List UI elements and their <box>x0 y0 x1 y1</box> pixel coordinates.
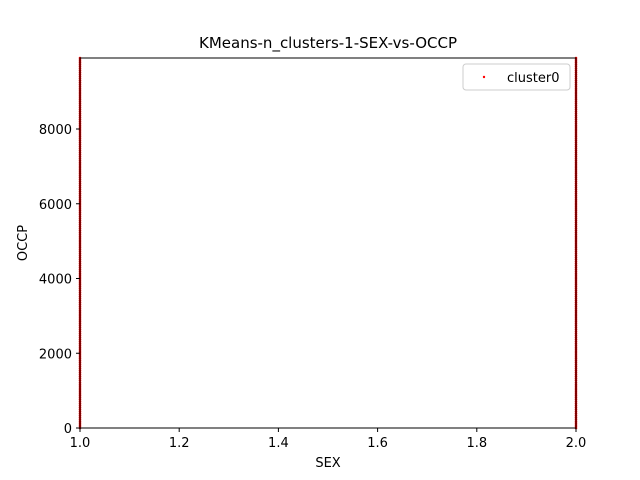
y-tick-label: 6000 <box>39 198 72 213</box>
plot-frame <box>79 57 577 429</box>
y-axis-title: OCCP <box>16 225 31 261</box>
x-tick-label: 1.2 <box>169 436 190 451</box>
data-points <box>78 56 578 430</box>
x-tick-label: 1.4 <box>268 436 289 451</box>
y-tick-label: 8000 <box>39 123 72 138</box>
x-axis-title: SEX <box>315 456 340 471</box>
y-tick-label: 0 <box>64 422 72 437</box>
legend-marker-cluster0 <box>482 75 486 79</box>
legend-box <box>462 63 571 91</box>
y-tick-label: 4000 <box>39 273 72 288</box>
legend: cluster0 <box>462 63 571 91</box>
legend-label-cluster0: cluster0 <box>507 71 559 86</box>
x-tick-label: 1.0 <box>70 436 91 451</box>
x-tick-label: 1.8 <box>466 436 487 451</box>
x-axis-ticks: 1.0 1.2 1.4 1.6 1.8 2.0 <box>70 428 587 451</box>
chart-title: KMeans-n_clusters-1-SEX-vs-OCCP <box>199 34 457 53</box>
y-tick-label: 2000 <box>39 347 72 362</box>
x-tick-label: 1.6 <box>367 436 388 451</box>
y-axis-ticks: 0 2000 4000 6000 8000 <box>39 123 80 437</box>
x-tick-label: 2.0 <box>566 436 587 451</box>
